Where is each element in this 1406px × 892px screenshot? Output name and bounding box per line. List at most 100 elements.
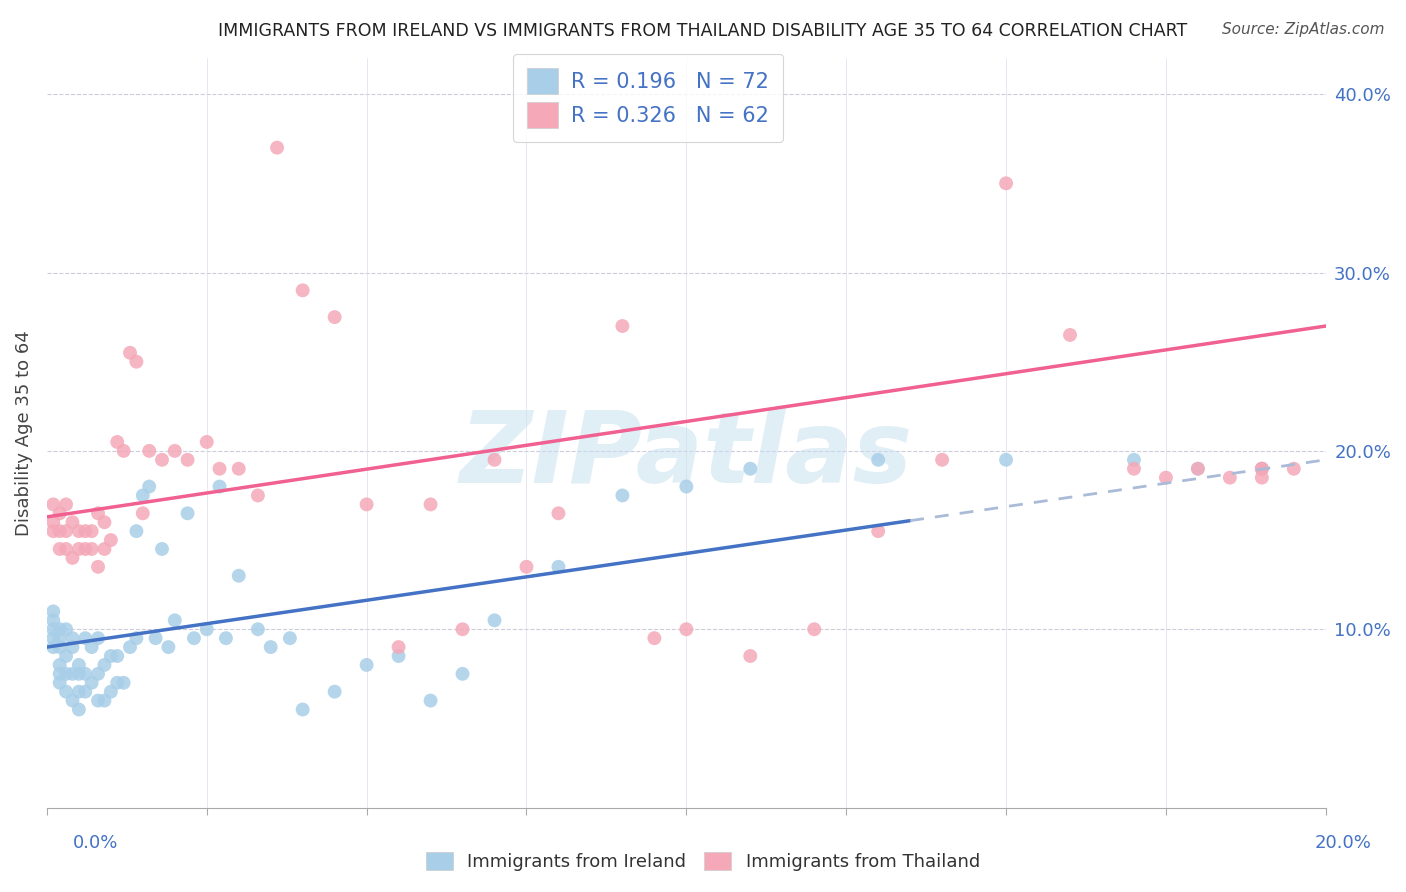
Point: [1154, 470, 1177, 484]
Point: [48, 666, 70, 681]
Point: [1123, 452, 1146, 467]
Point: [228, 568, 250, 582]
Point: [675, 479, 697, 493]
Point: [55, 497, 77, 511]
Point: [62, 666, 84, 681]
Point: [176, 452, 198, 467]
Point: [75, 541, 97, 556]
Point: [803, 622, 825, 636]
Point: [1219, 470, 1241, 484]
Point: [675, 622, 697, 636]
Point: [1250, 461, 1272, 475]
Point: [42, 613, 65, 627]
Point: [67, 702, 90, 716]
Point: [484, 452, 506, 467]
Point: [87, 559, 110, 574]
Point: [42, 515, 65, 529]
Point: [547, 559, 569, 574]
Point: [87, 631, 110, 645]
Point: [75, 666, 97, 681]
Point: [195, 622, 218, 636]
Point: [118, 345, 141, 359]
Point: [931, 452, 953, 467]
Point: [48, 631, 70, 645]
Point: [125, 631, 148, 645]
Point: [62, 693, 84, 707]
Point: [42, 640, 65, 654]
Point: [67, 666, 90, 681]
Point: [419, 497, 441, 511]
Point: [150, 452, 173, 467]
Point: [138, 479, 160, 493]
Point: [55, 684, 77, 698]
Point: [48, 541, 70, 556]
Point: [93, 515, 115, 529]
Point: [80, 524, 103, 538]
Point: [105, 648, 128, 663]
Point: [266, 141, 288, 155]
Point: [208, 461, 231, 475]
Point: [387, 648, 409, 663]
Point: [451, 622, 474, 636]
Y-axis label: Disability Age 35 to 64: Disability Age 35 to 64: [15, 330, 32, 536]
Point: [55, 648, 77, 663]
Point: [643, 631, 665, 645]
Point: [112, 675, 135, 690]
Point: [547, 506, 569, 520]
Point: [612, 318, 634, 333]
Text: ZIPatlas: ZIPatlas: [460, 407, 912, 504]
Point: [451, 666, 474, 681]
Point: [55, 622, 77, 636]
Point: [48, 622, 70, 636]
Legend: Immigrants from Ireland, Immigrants from Thailand: Immigrants from Ireland, Immigrants from…: [419, 845, 987, 879]
Point: [246, 488, 269, 502]
Point: [868, 524, 890, 538]
Point: [48, 524, 70, 538]
Point: [80, 541, 103, 556]
Point: [55, 666, 77, 681]
Text: IMMIGRANTS FROM IRELAND VS IMMIGRANTS FROM THAILAND DISABILITY AGE 35 TO 64 CORR: IMMIGRANTS FROM IRELAND VS IMMIGRANTS FR…: [218, 22, 1188, 40]
Point: [112, 443, 135, 458]
Point: [55, 524, 77, 538]
Point: [176, 506, 198, 520]
Point: [67, 541, 90, 556]
Point: [100, 648, 122, 663]
Point: [995, 452, 1018, 467]
Point: [87, 693, 110, 707]
Point: [138, 443, 160, 458]
Point: [118, 640, 141, 654]
Point: [125, 524, 148, 538]
Point: [157, 640, 180, 654]
Point: [80, 640, 103, 654]
Point: [387, 640, 409, 654]
Text: 0.0%: 0.0%: [73, 834, 118, 852]
Point: [93, 541, 115, 556]
Point: [145, 631, 167, 645]
Point: [868, 452, 890, 467]
Point: [48, 657, 70, 672]
Point: [55, 541, 77, 556]
Point: [1250, 470, 1272, 484]
Point: [163, 613, 186, 627]
Point: [995, 177, 1018, 191]
Point: [132, 506, 155, 520]
Point: [740, 648, 762, 663]
Point: [75, 684, 97, 698]
Legend: R = 0.196   N = 72, R = 0.326   N = 62: R = 0.196 N = 72, R = 0.326 N = 62: [513, 54, 783, 142]
Point: [163, 443, 186, 458]
Point: [150, 541, 173, 556]
Point: [1282, 461, 1305, 475]
Point: [67, 657, 90, 672]
Point: [42, 497, 65, 511]
Point: [42, 604, 65, 618]
Point: [291, 283, 314, 297]
Point: [93, 657, 115, 672]
Point: [215, 631, 238, 645]
Point: [260, 640, 283, 654]
Point: [87, 506, 110, 520]
Point: [125, 354, 148, 368]
Point: [323, 684, 346, 698]
Point: [1059, 327, 1081, 342]
Point: [246, 622, 269, 636]
Point: [1187, 461, 1209, 475]
